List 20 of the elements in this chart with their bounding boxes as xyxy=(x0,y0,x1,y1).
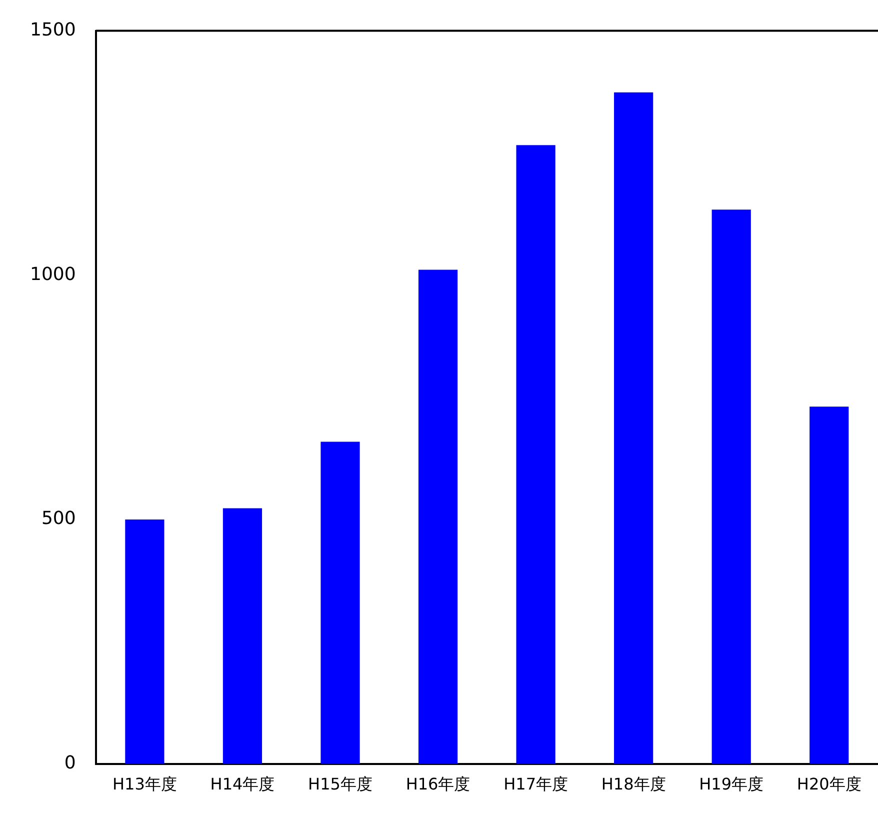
x-tick-label: H20年度 xyxy=(796,774,862,794)
x-tick-label: H17年度 xyxy=(504,774,568,794)
bar xyxy=(516,145,556,764)
bar xyxy=(125,519,164,764)
x-tick-label: H14年度 xyxy=(210,774,275,794)
x-tick-label: H16年度 xyxy=(406,774,470,794)
bar xyxy=(810,406,849,764)
bar xyxy=(418,270,458,764)
y-tick-label: 1500 xyxy=(30,19,76,40)
bar xyxy=(222,508,262,764)
x-tick-label: H19年度 xyxy=(699,774,764,794)
y-tick-label: 0 xyxy=(64,752,76,774)
x-tick-label: H13年度 xyxy=(112,774,177,794)
x-tick-label: H18年度 xyxy=(601,774,666,794)
bar xyxy=(614,92,654,764)
bar xyxy=(320,442,360,764)
bar xyxy=(712,210,751,764)
y-tick-label: 500 xyxy=(41,508,76,530)
y-tick-label: 1000 xyxy=(30,264,76,285)
x-tick-label: H15年度 xyxy=(308,774,372,794)
